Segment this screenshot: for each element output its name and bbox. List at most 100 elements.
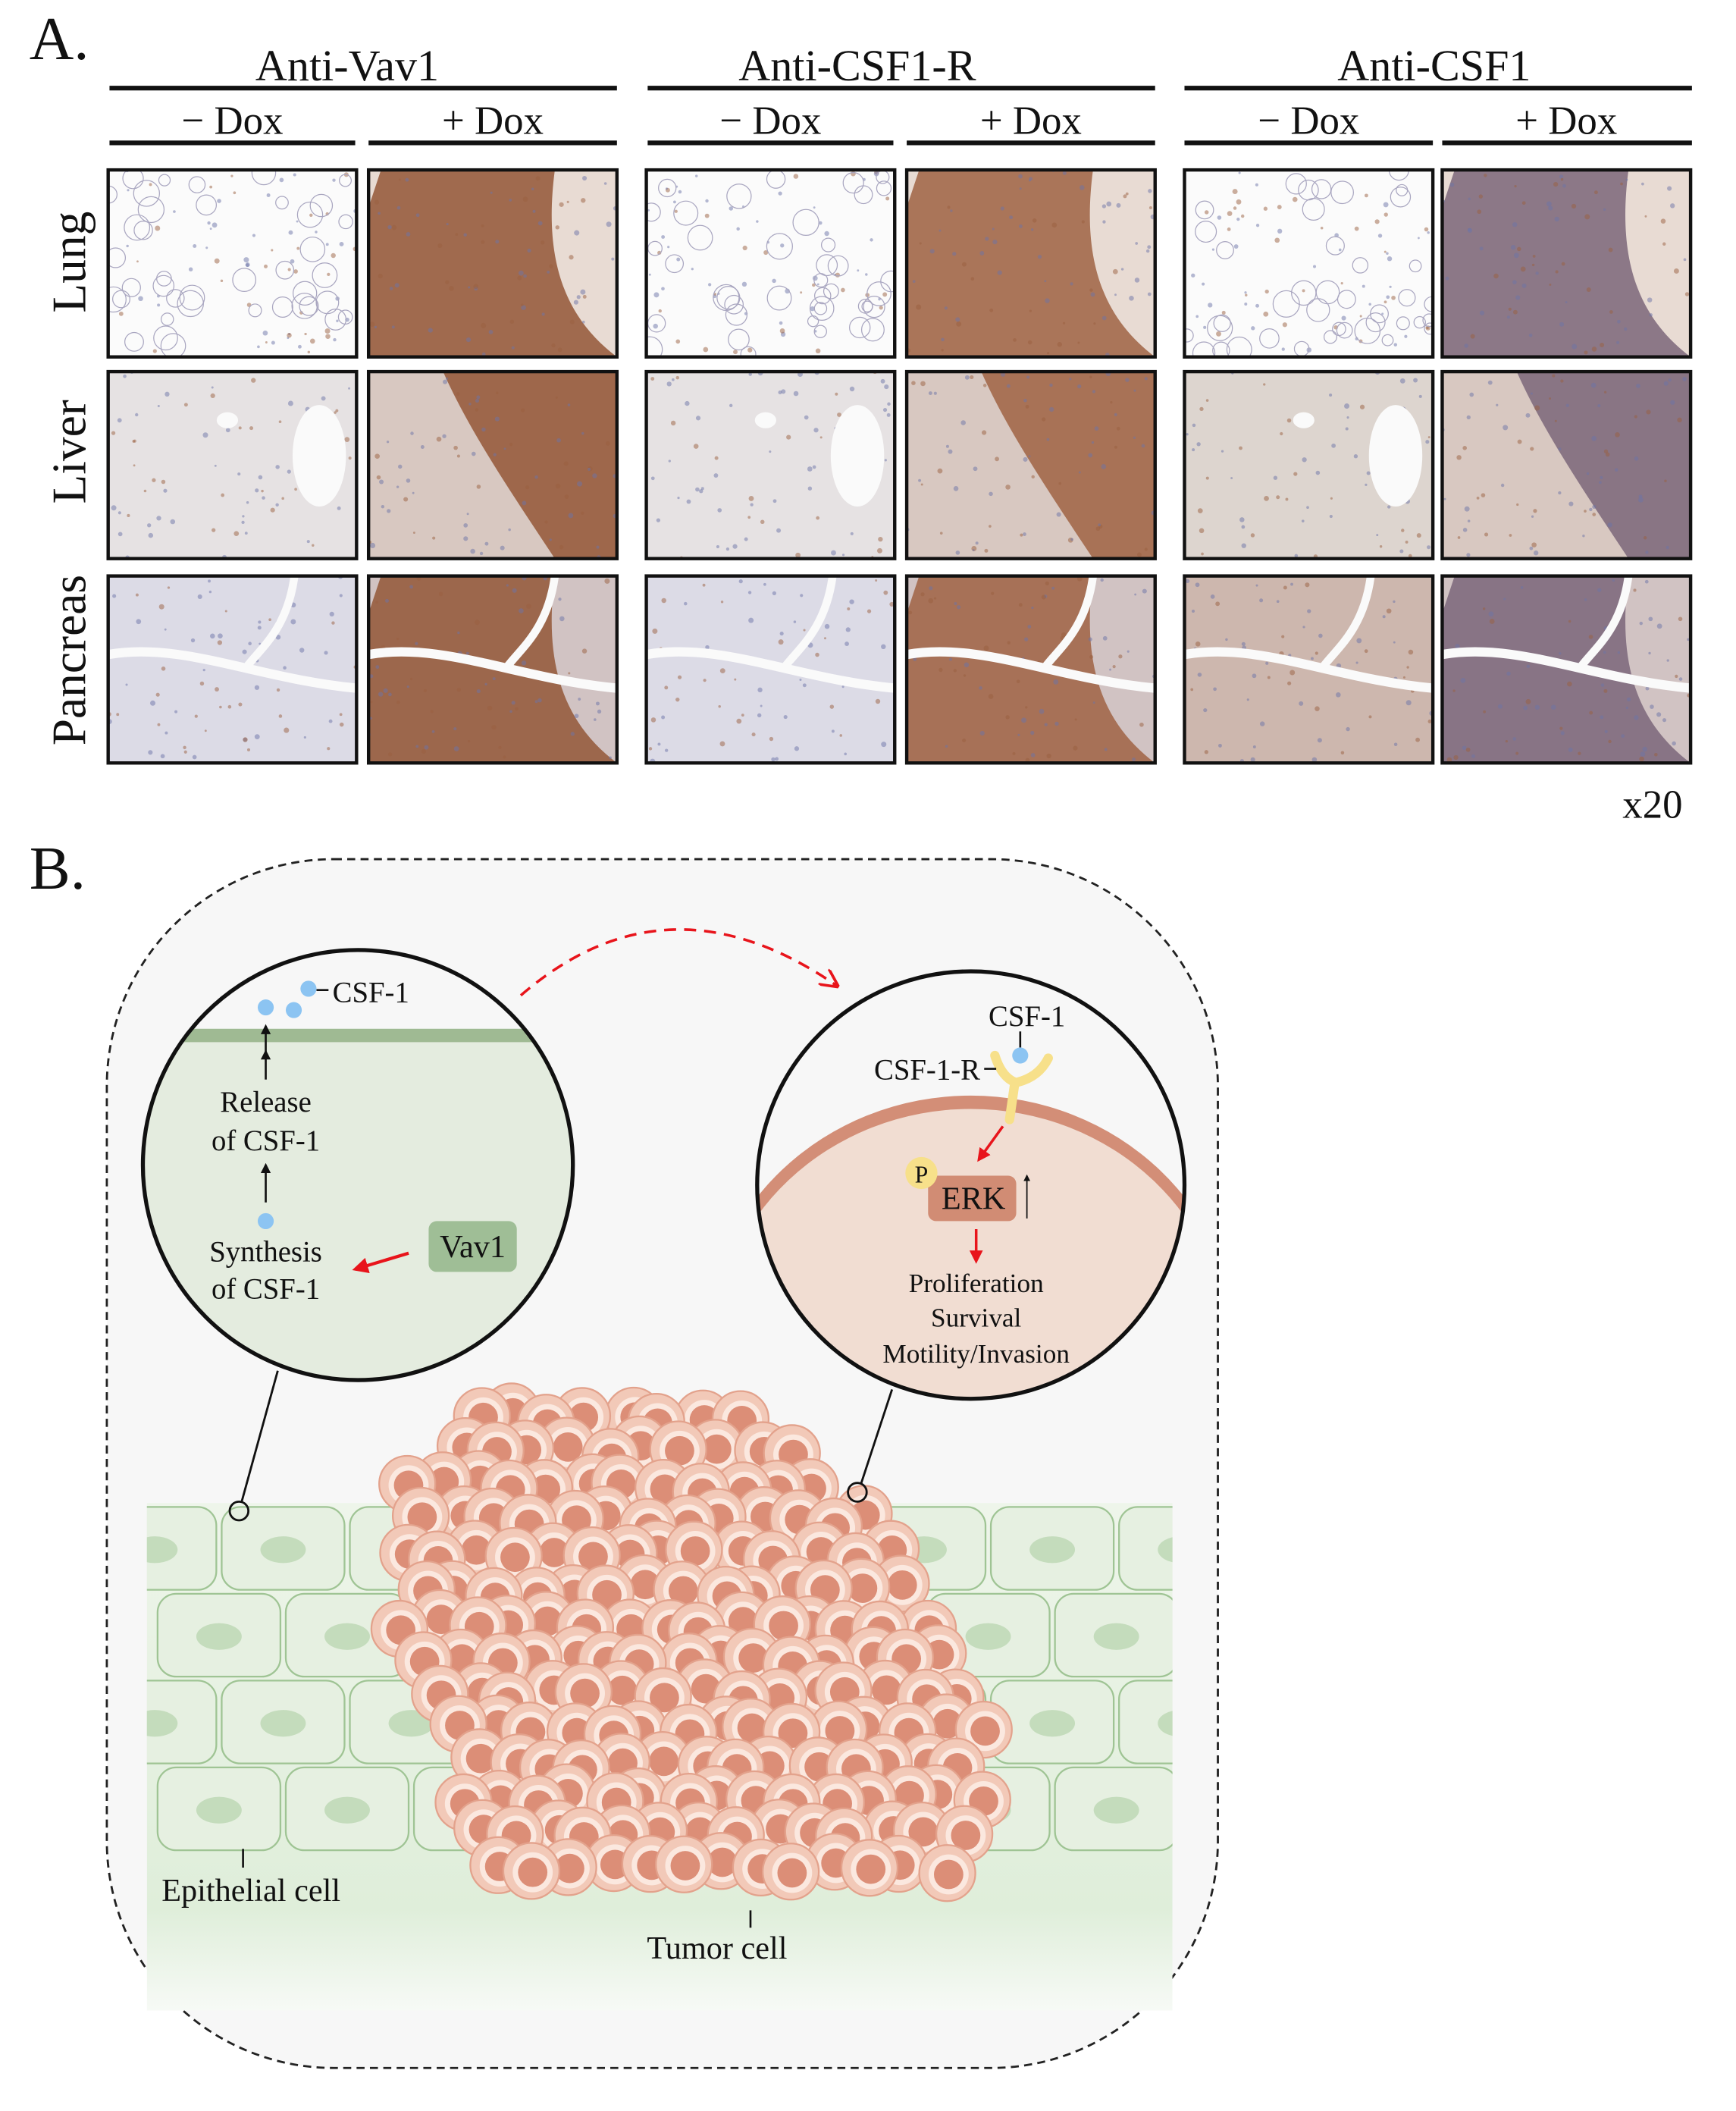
csf1-molecule xyxy=(257,999,274,1016)
epithelial-cell xyxy=(146,1680,218,1764)
epithelial-cell xyxy=(989,1506,1115,1591)
phospho-badge xyxy=(905,1156,938,1190)
tumor-cell xyxy=(370,1599,429,1658)
tumor-cell xyxy=(918,1844,976,1902)
micrograph-lung-2-plus-dox xyxy=(1440,168,1693,359)
synthesis-label: Synthesis xyxy=(209,1235,322,1268)
tissue-label-lung: Lung xyxy=(42,212,96,313)
release-label: Release xyxy=(220,1086,312,1118)
tissue-label-pancreas: Pancreas xyxy=(42,575,96,745)
micrograph-lung-2-minus-dox xyxy=(1183,168,1435,359)
micrograph-lung-0-plus-dox xyxy=(366,168,619,359)
micrograph-pancreas-1-minus-dox xyxy=(644,574,897,765)
release-label-2: of CSF-1 xyxy=(212,1125,320,1157)
tumor-cell xyxy=(655,1835,713,1893)
micrograph-liver-0-minus-dox xyxy=(106,369,359,560)
condition-line xyxy=(647,140,894,146)
micrograph-lung-0-minus-dox xyxy=(106,168,359,359)
outcome-motility: Motility/Invasion xyxy=(882,1339,1070,1369)
phospho-label: P xyxy=(915,1161,929,1187)
outcome-survival: Survival xyxy=(931,1303,1022,1333)
condition-plus-dox: + Dox xyxy=(1515,99,1617,143)
micrograph-pancreas-0-minus-dox xyxy=(106,574,359,765)
header-line xyxy=(647,86,1155,91)
panel-b-label: B. xyxy=(30,834,86,902)
antibody-headers: Anti-Vav1 Anti-CSF1-R Anti-CSF1 − Dox + … xyxy=(109,41,1692,146)
micrograph-liver-0-plus-dox xyxy=(366,369,619,560)
erk-box xyxy=(928,1175,1017,1222)
condition-line xyxy=(1442,140,1692,146)
micrograph-liver-1-minus-dox xyxy=(644,369,897,560)
epithelial-cell xyxy=(1118,1680,1173,1764)
pointer-dot-left xyxy=(228,1500,250,1522)
tumor-cell xyxy=(502,1842,561,1900)
epithelial-cell xyxy=(156,1766,282,1852)
tumor-cell xyxy=(591,1454,649,1512)
condition-line xyxy=(1184,140,1434,146)
tissue-label-liver: Liver xyxy=(42,400,96,503)
pointer-dot-right xyxy=(847,1482,868,1503)
vav1-box xyxy=(428,1221,517,1272)
tumor-cell xyxy=(761,1843,820,1901)
epithelial-cell xyxy=(1054,1592,1173,1678)
condition-plus-dox: + Dox xyxy=(980,99,1082,143)
header-line xyxy=(109,86,617,91)
epithelial-cell xyxy=(221,1680,346,1764)
paracrine-arrow xyxy=(519,928,837,997)
epithelial-cell xyxy=(989,1680,1115,1764)
condition-minus-dox: − Dox xyxy=(719,99,821,143)
inset-tumor-cell: CSF-1 CSF-1-R P ERK Proliferation Surviv… xyxy=(755,969,1187,1401)
epithelial-cell xyxy=(1054,1766,1173,1852)
csf1-molecule xyxy=(1012,1047,1029,1064)
epithelial-cell-label: Epithelial cell xyxy=(161,1873,340,1909)
outcome-proliferation: Proliferation xyxy=(909,1269,1044,1298)
micrograph-liver-2-plus-dox xyxy=(1440,369,1693,560)
red-arrow xyxy=(977,1125,1004,1162)
inset-epithelial-cell: CSF-1 Release of CSF-1 Synthesis of CSF-… xyxy=(140,948,575,1382)
micrograph-pancreas-2-minus-dox xyxy=(1183,574,1435,765)
header-line xyxy=(1184,86,1692,91)
epithelial-cell xyxy=(284,1766,410,1852)
csf1-molecule xyxy=(257,1212,274,1229)
micrograph-lung-1-minus-dox xyxy=(644,168,897,359)
micrograph-pancreas-0-plus-dox xyxy=(366,574,619,765)
csf1-molecule xyxy=(300,980,317,997)
vav1-label: Vav1 xyxy=(440,1229,506,1265)
csf1-molecule xyxy=(285,1002,302,1018)
erk-label: ERK xyxy=(942,1181,1006,1217)
pointer-line-right xyxy=(860,1388,894,1484)
csf1-label-right: CSF-1 xyxy=(989,1000,1065,1033)
header-anti-vav1: Anti-Vav1 xyxy=(255,41,439,90)
header-anti-csf1r: Anti-CSF1-R xyxy=(738,41,976,90)
epithelial-cell xyxy=(156,1592,282,1678)
tissue-labels: Lung Liver Pancreas xyxy=(42,212,96,746)
tumor-mass xyxy=(370,1382,1013,1902)
micrograph-liver-1-plus-dox xyxy=(904,369,1157,560)
condition-line xyxy=(907,140,1155,146)
condition-line xyxy=(109,140,356,146)
condition-minus-dox: − Dox xyxy=(1258,99,1359,143)
condition-plus-dox: + Dox xyxy=(442,99,544,143)
micrograph-pancreas-2-plus-dox xyxy=(1440,574,1693,765)
condition-minus-dox: − Dox xyxy=(182,99,284,143)
synthesis-label-2: of CSF-1 xyxy=(212,1273,320,1306)
pointer-line-left xyxy=(240,1370,279,1502)
epithelial-cell xyxy=(146,1506,218,1591)
tumor-cell-label: Tumor cell xyxy=(647,1931,787,1966)
header-anti-csf1: Anti-CSF1 xyxy=(1337,41,1531,90)
micrograph-pancreas-1-plus-dox xyxy=(904,574,1157,765)
red-arrow xyxy=(352,1251,409,1274)
csf1-label-left: CSF-1 xyxy=(333,977,409,1009)
micrograph-grid xyxy=(106,168,1693,765)
tumor-cell xyxy=(539,1838,597,1896)
epithelial-cell xyxy=(1118,1506,1173,1591)
magnification-label: x20 xyxy=(1622,783,1682,827)
tumor-cell xyxy=(840,1839,899,1897)
receptor-label: CSF-1-R xyxy=(874,1054,980,1087)
micrograph-liver-2-minus-dox xyxy=(1183,369,1435,560)
micrograph-lung-1-plus-dox xyxy=(904,168,1157,359)
condition-line xyxy=(368,140,617,146)
panel-a-label: A. xyxy=(30,5,89,73)
epithelial-cell xyxy=(221,1506,346,1591)
